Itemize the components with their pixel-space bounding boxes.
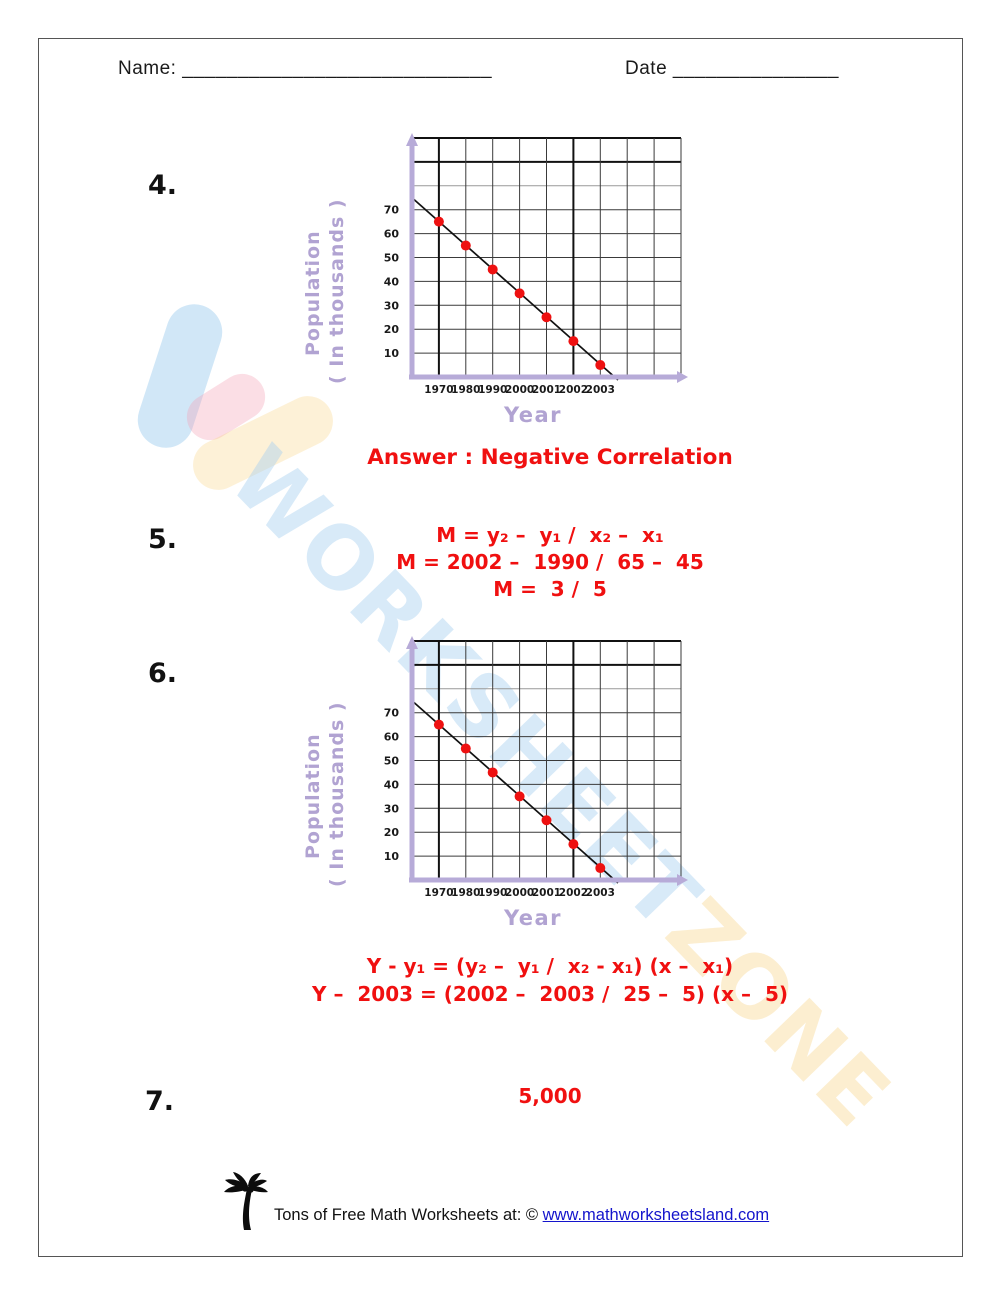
date-row: Date _______________: [625, 58, 839, 80]
svg-text:1970: 1970: [424, 384, 453, 396]
q6-work: Y - y₁ = (y₂ – y₁ / x₂ - x₁) (x – x₁) Y …: [180, 952, 920, 1008]
q5-work: M = y₂ – y₁ / x₂ – x₁ M = 2002 – 1990 / …: [250, 522, 850, 603]
q5-formula-line-3: M = 3 / 5: [493, 577, 607, 601]
svg-text:2002: 2002: [559, 384, 588, 396]
name-line: ____________________________: [182, 58, 493, 79]
name-label: Name:: [118, 58, 177, 79]
trend-line: [413, 198, 619, 381]
q6-formula-line-2: Y – 2003 = (2002 – 2003 / 25 – 5) (x – 5…: [312, 982, 788, 1006]
footer: Tons of Free Math Worksheets at: © www.m…: [274, 1206, 769, 1225]
svg-text:50: 50: [384, 252, 400, 265]
svg-text:30: 30: [384, 299, 400, 312]
svg-text:2001: 2001: [532, 384, 561, 396]
y-axis-title-line2: ( In thousands ): [326, 701, 348, 887]
x-axis-title: Year: [503, 403, 562, 427]
axes: [406, 636, 688, 886]
palm-tree-icon: [224, 1172, 268, 1230]
question-number-4: 4.: [148, 170, 178, 201]
y-axis-title: Population: [302, 230, 324, 356]
svg-text:50: 50: [384, 755, 400, 768]
question-number-6: 6.: [148, 658, 178, 689]
grid: [412, 640, 682, 881]
trend-line: [413, 701, 619, 884]
date-label: Date: [625, 58, 668, 79]
svg-text:40: 40: [384, 275, 400, 288]
y-tick-labels: 70 60 50 40 30 20 10: [384, 204, 400, 360]
svg-text:30: 30: [384, 802, 400, 815]
axes: [406, 133, 688, 383]
svg-text:1980: 1980: [451, 384, 480, 396]
data-points: [433, 216, 606, 371]
svg-text:70: 70: [384, 204, 400, 217]
svg-text:2003: 2003: [586, 887, 615, 899]
svg-text:1970: 1970: [424, 887, 453, 899]
svg-text:20: 20: [384, 826, 400, 839]
svg-text:1990: 1990: [478, 887, 507, 899]
q5-formula-line-1: M = y₂ – y₁ / x₂ – x₁: [436, 523, 664, 547]
q7-answer-text: 5,000: [518, 1084, 582, 1108]
svg-text:20: 20: [384, 323, 400, 336]
scatter-plot-q6: 70 60 50 40 30 20 10 19701980199020002001200220…: [302, 636, 688, 930]
data-points: [433, 719, 606, 874]
x-axis-title: Year: [503, 906, 562, 930]
svg-text:70: 70: [384, 707, 400, 720]
svg-text:10: 10: [384, 850, 400, 863]
q6-formula-line-1: Y - y₁ = (y₂ – y₁ / x₂ - x₁) (x – x₁): [366, 954, 734, 978]
footer-text: Tons of Free Math Worksheets at: ©: [274, 1206, 543, 1224]
svg-text:2003: 2003: [586, 384, 615, 396]
svg-text:2001: 2001: [532, 887, 561, 899]
page-border: [38, 38, 963, 1257]
date-line: _______________: [672, 58, 839, 79]
q5-formula-line-2: M = 2002 – 1990 / 65 – 45: [396, 550, 704, 574]
svg-text:40: 40: [384, 778, 400, 791]
scatter-plot-q4: 70 60 50 40 30 20 10 19701980199020002001200220…: [302, 133, 688, 427]
footer-link[interactable]: www.mathworksheetsland.com: [542, 1206, 770, 1224]
svg-text:2002: 2002: [559, 887, 588, 899]
name-row: Name: ____________________________: [118, 58, 492, 80]
y-tick-labels: 70 60 50 40 30 20 10: [384, 707, 400, 863]
y-axis-title-line2: ( In thousands ): [326, 198, 348, 384]
question-number-5: 5.: [148, 524, 178, 555]
y-axis-title: Population: [302, 733, 324, 859]
grid: [412, 137, 682, 378]
svg-text:60: 60: [384, 731, 400, 744]
svg-text:2000: 2000: [505, 887, 534, 899]
question-number-7: 7.: [145, 1086, 175, 1117]
svg-text:1980: 1980: [451, 887, 480, 899]
svg-text:60: 60: [384, 228, 400, 241]
svg-text:10: 10: [384, 347, 400, 360]
svg-text:1990: 1990: [478, 384, 507, 396]
svg-text:2000: 2000: [505, 384, 534, 396]
q4-answer-text: Answer : Negative Correlation: [367, 445, 733, 470]
